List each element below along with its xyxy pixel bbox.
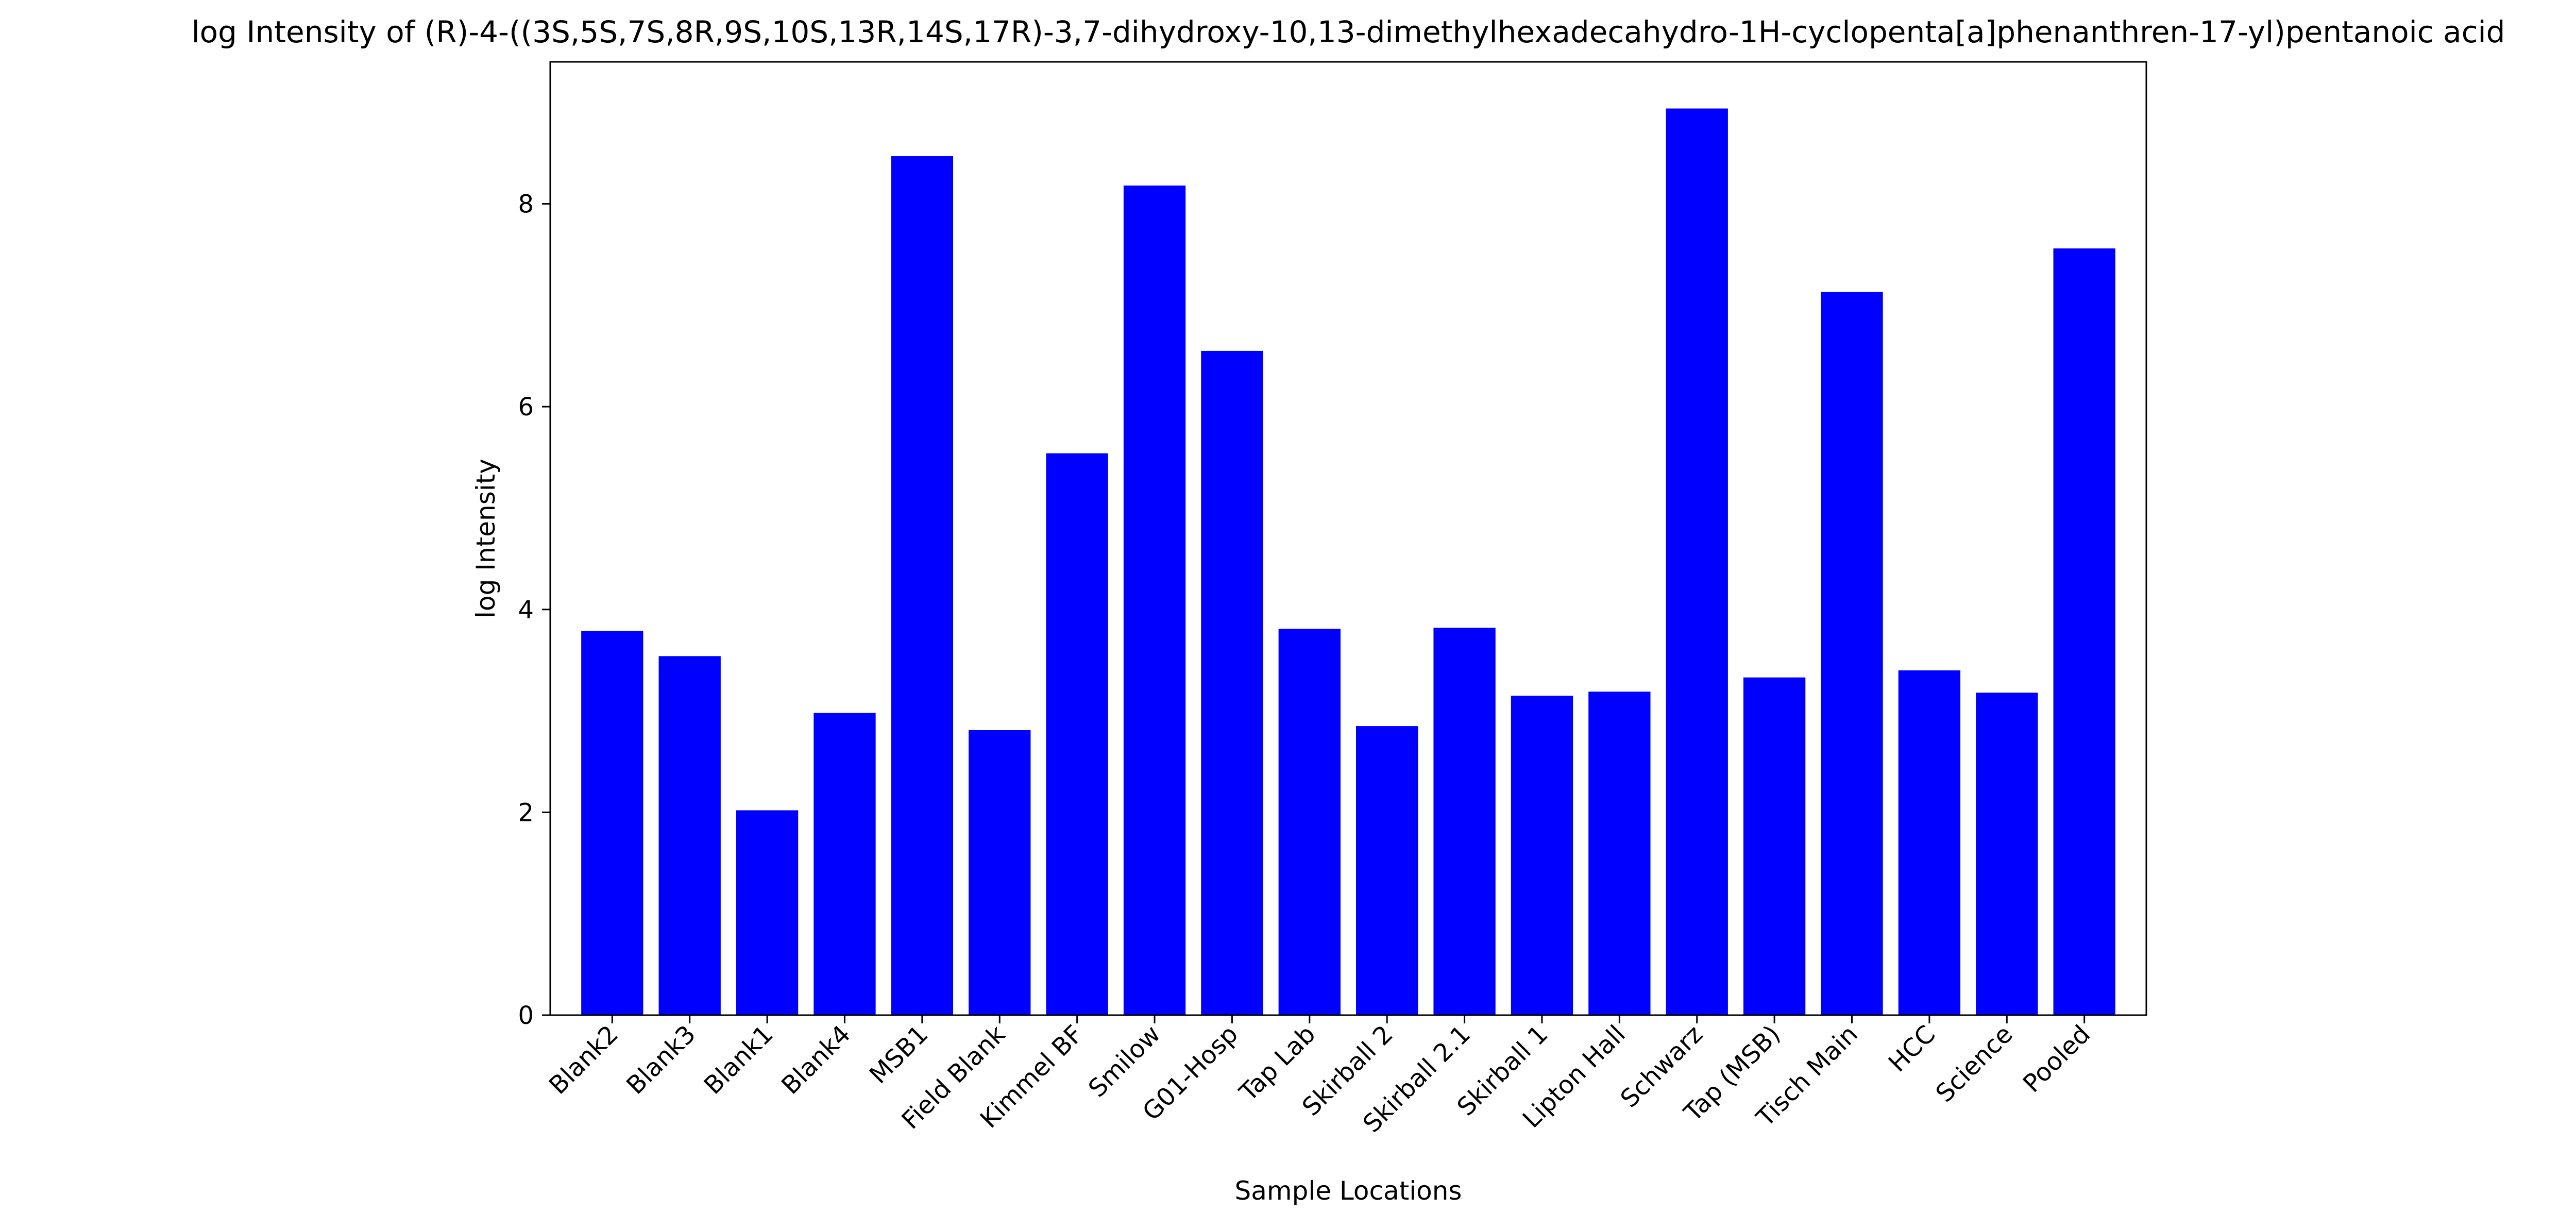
y-tick-label: 0 [518,1001,534,1030]
bar-msb1 [891,156,954,1015]
bar-lipton-hall [1588,692,1651,1015]
bar-smilow [1123,186,1186,1015]
x-tick-label: Blank4 [776,1020,856,1100]
plot-frame [549,61,2147,1016]
bars-group [581,108,2115,1015]
bar-skirball-2-1 [1433,628,1496,1015]
bar-pooled [2053,248,2115,1015]
bar-g01-hosp [1201,350,1263,1015]
y-axis-label: log Intensity [471,459,501,618]
x-tick-label: Science [1930,1020,2019,1108]
x-tick-label: HCC [1883,1020,1941,1078]
bar-skirball-2 [1356,726,1418,1015]
x-tick-label: MSB1 [864,1020,934,1089]
bar-blank2 [581,631,643,1015]
bar-blank3 [658,656,721,1015]
x-tick-label: Pooled [2018,1020,2096,1098]
bar-field-blank [969,730,1031,1015]
bar-hcc [1898,670,1961,1015]
bar-schwarz [1666,108,1728,1015]
bar-blank4 [814,713,876,1015]
bar-tap-msb- [1743,677,1806,1015]
bar-science [1976,693,2038,1015]
x-axis-label: Sample Locations [1235,1176,1462,1206]
x-tick-label: Blank3 [621,1020,701,1100]
bar-kimmel-bf [1046,453,1108,1015]
bar-tisch-main [1821,292,1883,1015]
y-axis: 0 2 4 6 8 [518,190,550,1030]
y-tick-label: 8 [518,190,534,219]
x-tick-label: Blank2 [544,1020,624,1100]
bar-skirball-1 [1511,696,1573,1015]
chart-title: log Intensity of (R)-4-((3S,5S,7S,8R,9S,… [192,14,2505,49]
y-tick-label: 6 [518,393,534,422]
bar-tap-lab [1278,629,1341,1015]
y-tick-label: 4 [518,596,534,625]
x-tick-label: Blank1 [699,1020,779,1100]
bar-blank1 [736,810,799,1015]
y-tick-label: 2 [518,798,534,827]
